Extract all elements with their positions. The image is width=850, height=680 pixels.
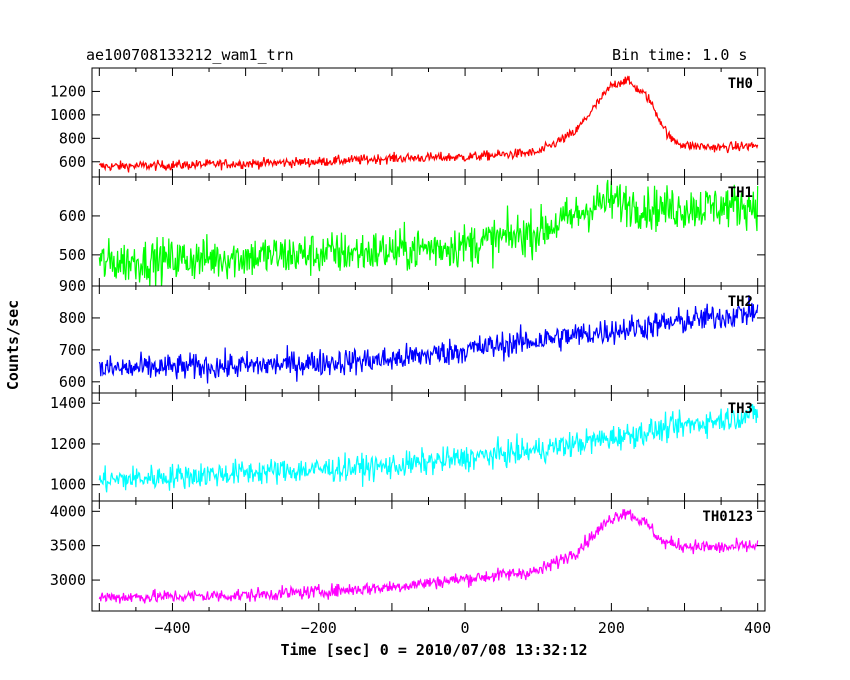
y-tick-label: 1200 xyxy=(50,82,86,100)
y-tick-label: 800 xyxy=(59,309,86,327)
panels-layer: 600 800 1000 1200 TH0 500 600 TH1 600 700 800 900 TH… xyxy=(50,67,771,637)
panel-label-th2: TH2 xyxy=(728,294,753,310)
bin-time-label: Bin time: 1.0 s xyxy=(612,46,748,64)
chart-title: ae100708133212_wam1_trn xyxy=(86,46,294,64)
x-tick-label: 200 xyxy=(598,619,625,637)
series-line-th0 xyxy=(98,75,759,173)
x-tick-label: −400 xyxy=(154,619,190,637)
panel-th3: 1000 1200 1400 TH3 xyxy=(50,392,766,502)
y-tick-label: 1400 xyxy=(50,394,86,412)
y-tick-label: 600 xyxy=(59,207,86,225)
panel-th0: 600 800 1000 1200 TH0 xyxy=(50,67,766,178)
panel-th0123: 3000 3500 4000 TH0123 xyxy=(50,500,766,612)
y-tick-label: 3000 xyxy=(50,571,86,589)
x-tick-label: 400 xyxy=(744,619,771,637)
x-tick-label: −200 xyxy=(301,619,337,637)
y-tick-label: 1000 xyxy=(50,106,86,124)
y-tick-label: 1000 xyxy=(50,476,86,494)
series-line-th2 xyxy=(98,295,759,384)
y-tick-label: 4000 xyxy=(50,502,86,520)
panel-th1: 500 600 TH1 xyxy=(59,176,766,287)
panel-frame xyxy=(91,392,766,502)
y-tick-label: 800 xyxy=(59,129,86,147)
panel-th2: 600 700 800 900 TH2 xyxy=(59,277,766,394)
panel-frame xyxy=(91,67,766,178)
y-tick-label: 700 xyxy=(59,341,86,359)
panel-label-th3: TH3 xyxy=(728,401,753,417)
y-tick-label: 3500 xyxy=(50,537,86,555)
panel-label-th0: TH0 xyxy=(728,76,753,92)
series-line-th1 xyxy=(98,179,759,286)
y-tick-label: 1200 xyxy=(50,435,86,453)
x-axis-title: Time [sec] 0 = 2010/07/08 13:32:12 xyxy=(280,641,587,659)
panel-label-th1: TH1 xyxy=(728,185,753,201)
y-tick-label: 600 xyxy=(59,153,86,171)
y-axis-title: Counts/sec xyxy=(4,300,22,390)
y-tick-label: 500 xyxy=(59,246,86,264)
panel-label-th0123: TH0123 xyxy=(702,509,753,525)
series-line-th3 xyxy=(98,404,759,493)
series-line-th0123 xyxy=(98,509,759,604)
y-tick-label: 900 xyxy=(59,277,86,295)
panel-frame xyxy=(91,285,766,394)
y-tick-label: 600 xyxy=(59,373,86,391)
x-tick-label: 0 xyxy=(461,619,470,637)
